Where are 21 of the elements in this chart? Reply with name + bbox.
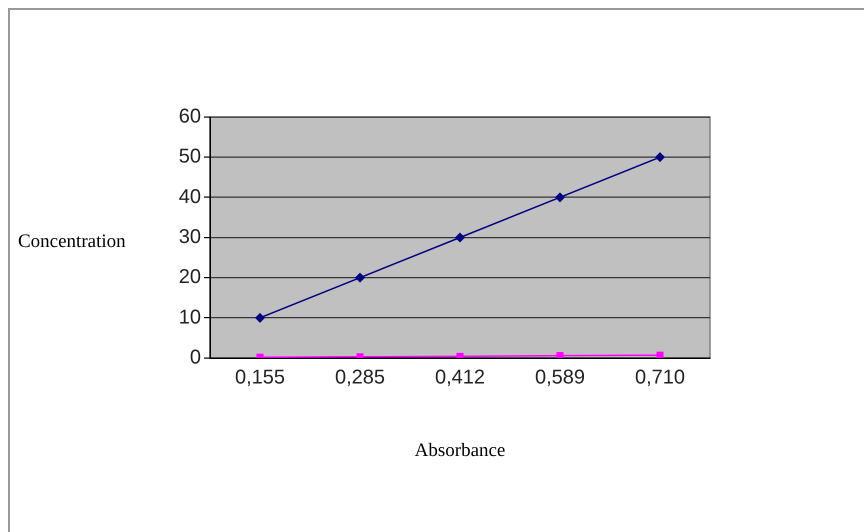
x-tick-label: 0,589 bbox=[534, 366, 586, 389]
y-tick-label: 0 bbox=[190, 346, 201, 369]
point bbox=[556, 352, 564, 358]
x-tick-label: 0,285 bbox=[334, 366, 386, 389]
x-tick-label: 0,710 bbox=[634, 366, 686, 389]
point bbox=[255, 312, 265, 323]
y-tick-label: 40 bbox=[178, 186, 201, 208]
x-axis-title: Absorbance bbox=[414, 440, 506, 462]
x-tick-label: 0,155 bbox=[234, 366, 286, 389]
y-tick-label: 50 bbox=[178, 146, 201, 168]
point bbox=[655, 152, 665, 162]
y-tick-label: 20 bbox=[178, 266, 201, 288]
point bbox=[656, 352, 664, 358]
point bbox=[355, 272, 365, 283]
y-tick-label: 30 bbox=[178, 226, 201, 248]
x-tick-label: 0,412 bbox=[434, 366, 486, 389]
point bbox=[555, 192, 565, 202]
y-tick-label: 60 bbox=[178, 106, 201, 128]
y-axis-title: Concentration bbox=[18, 231, 126, 253]
point bbox=[455, 232, 465, 242]
y-tick-label: 10 bbox=[178, 306, 201, 328]
